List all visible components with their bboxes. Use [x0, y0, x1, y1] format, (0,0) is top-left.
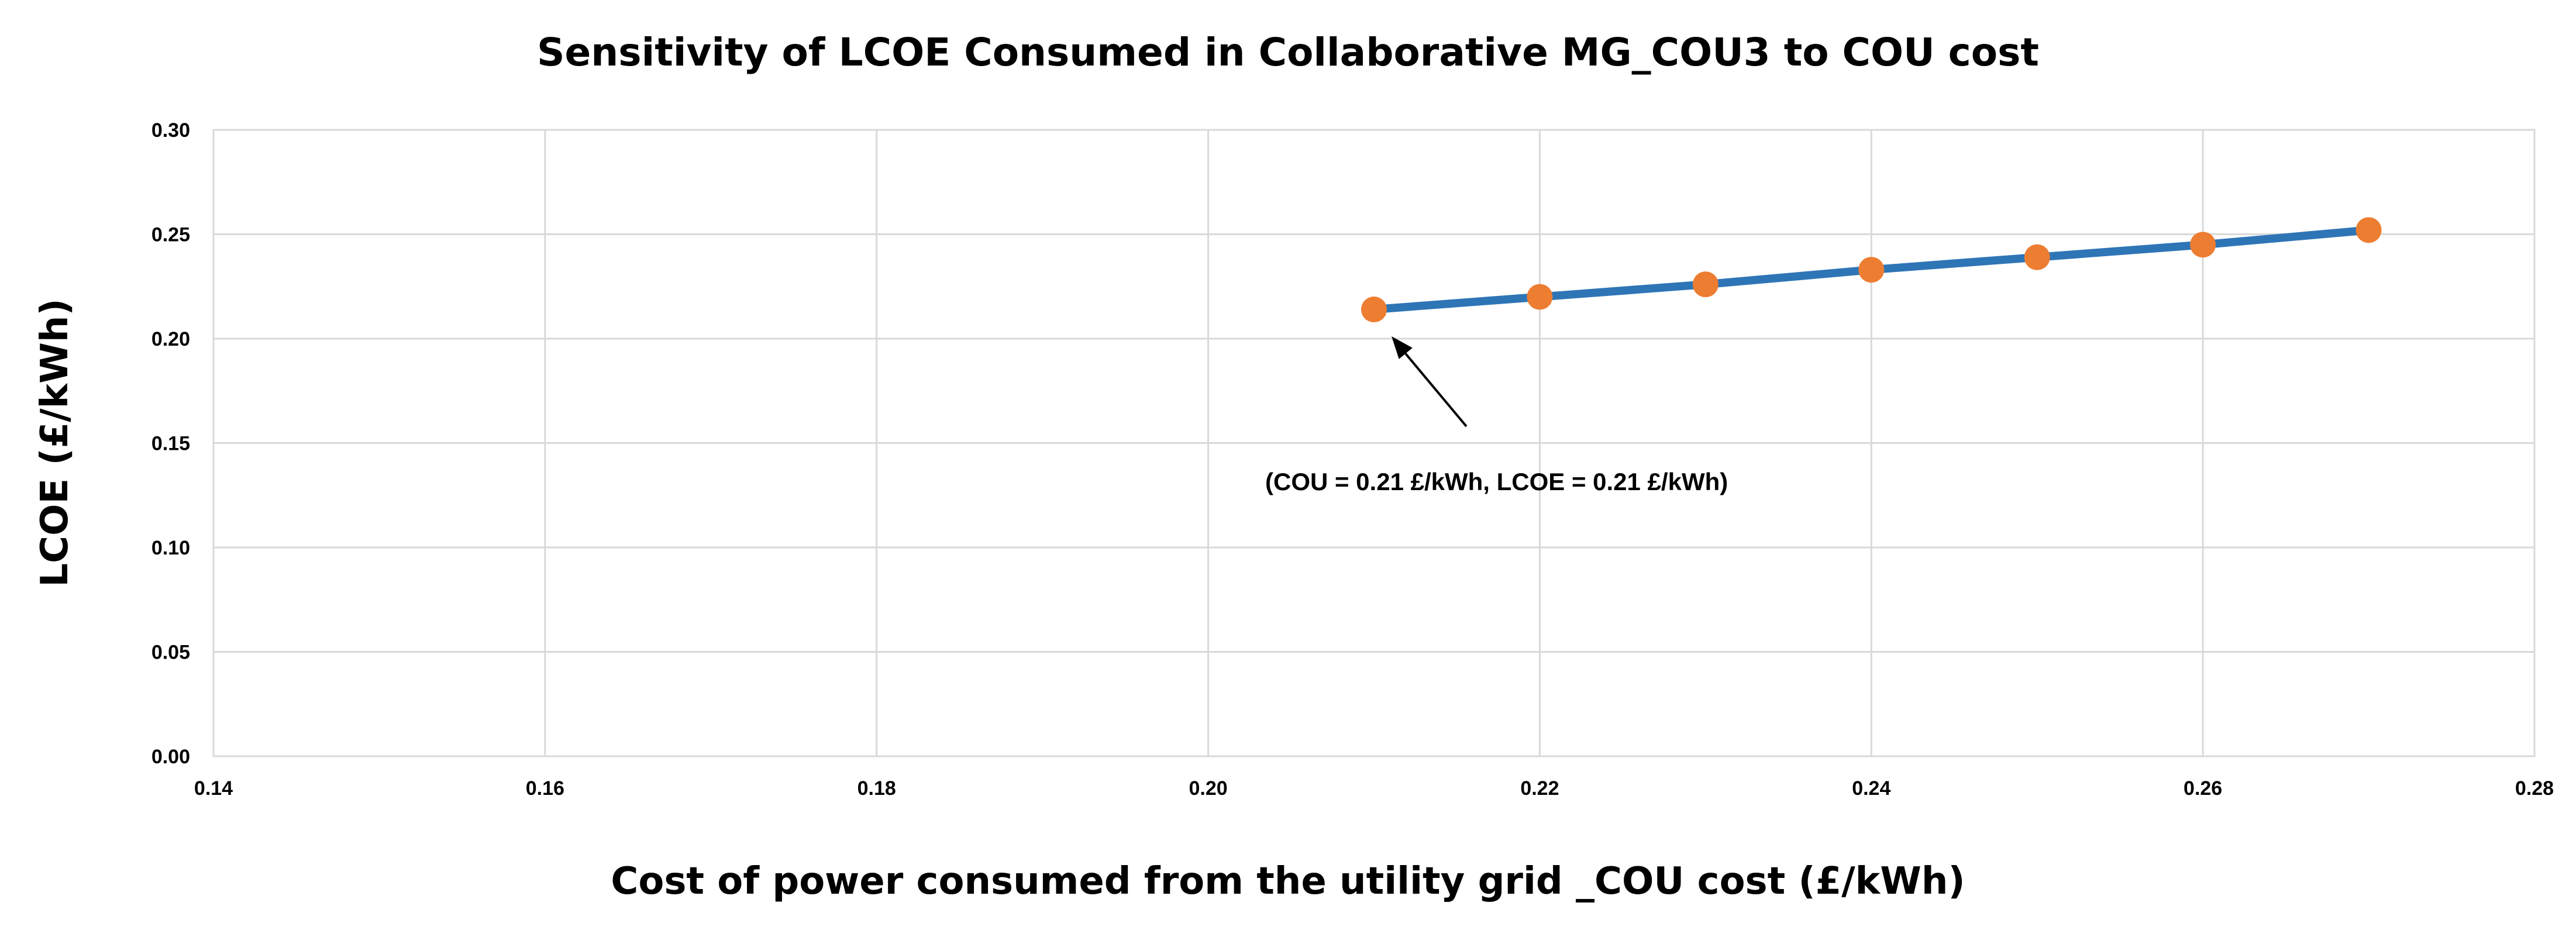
y-axis-ticks: 0.00 0.05 0.10 0.15 0.20 0.25 0.30	[151, 119, 190, 768]
annotation-arrowhead	[1392, 336, 1413, 359]
x-tick-label: 0.16	[526, 777, 564, 800]
x-tick-label: 0.26	[2184, 777, 2222, 800]
x-tick-label: 0.14	[194, 777, 233, 800]
y-tick-label: 0.05	[151, 642, 190, 664]
y-axis-label: LCOE (£/kWh)	[33, 298, 77, 587]
data-point	[2355, 217, 2382, 243]
data-point	[1858, 257, 1885, 283]
x-tick-label: 0.24	[1852, 777, 1890, 800]
y-tick-label: 0.10	[151, 537, 190, 559]
data-point	[1527, 284, 1553, 310]
data-point	[2190, 232, 2216, 258]
annotation-arrow	[1400, 347, 1468, 428]
x-tick-label: 0.20	[1189, 777, 1227, 800]
x-tick-label: 0.28	[2515, 777, 2554, 800]
data-point	[1692, 271, 1719, 298]
x-tick-label: 0.18	[857, 777, 896, 800]
y-tick-label: 0.25	[151, 224, 190, 246]
x-axis-ticks: 0.14 0.16 0.18 0.20 0.22 0.24 0.26 0.28	[194, 777, 2554, 800]
x-tick-label: 0.22	[1520, 777, 1559, 800]
grid	[212, 129, 2536, 757]
y-tick-label: 0.15	[151, 433, 190, 455]
x-axis-label: Cost of power consumed from the utility …	[611, 860, 1965, 903]
data-point	[2024, 244, 2050, 270]
y-tick-label: 0.00	[151, 746, 190, 768]
annotation-text: (COU = 0.21 £/kWh, LCOE = 0.21 £/kWh)	[1265, 468, 1728, 495]
data-point	[1361, 297, 1387, 323]
chart-title: Sensitivity of LCOE Consumed in Collabor…	[537, 30, 2039, 75]
annotation: (COU = 0.21 £/kWh, LCOE = 0.21 £/kWh)	[1265, 336, 1728, 495]
series-lcoe	[1361, 217, 2382, 323]
plot-area	[212, 129, 2536, 757]
y-tick-label: 0.30	[151, 119, 190, 142]
y-tick-label: 0.20	[151, 328, 190, 350]
